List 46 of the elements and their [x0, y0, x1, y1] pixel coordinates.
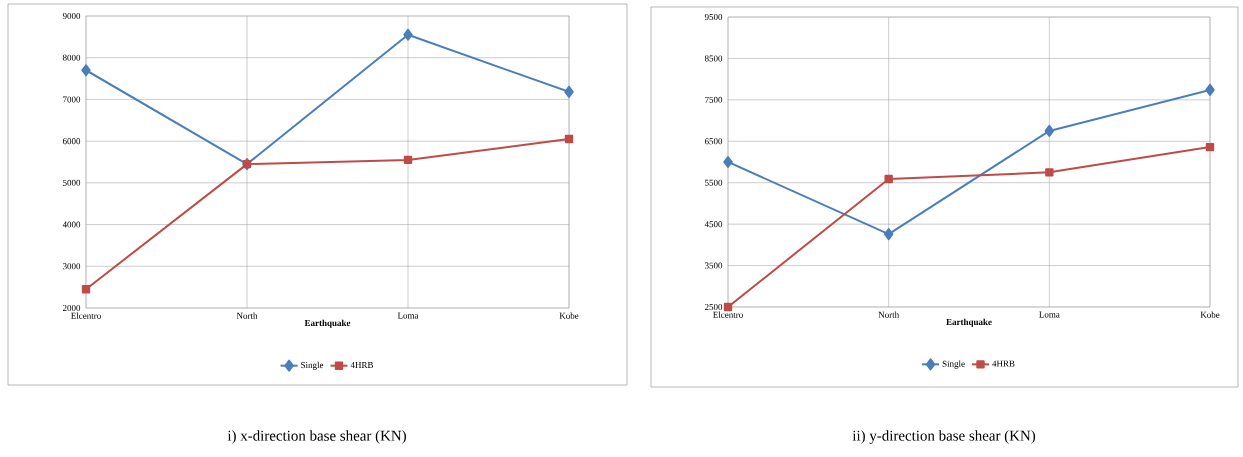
point	[723, 156, 733, 168]
point	[1044, 124, 1055, 137]
y-tick-label: 9000	[62, 12, 81, 20]
x-tick-label: Elcentro	[71, 312, 101, 319]
point	[1205, 83, 1215, 96]
point	[81, 64, 91, 77]
y-tick-label: 2500	[704, 303, 723, 311]
x-axis-title: Earthquake	[304, 319, 351, 328]
point	[564, 134, 574, 144]
x-axis-title: Earthquake	[946, 318, 992, 327]
legend-label: 4HRB	[992, 360, 1015, 367]
point	[883, 228, 894, 241]
x-tick-label: Kobe	[1200, 311, 1220, 318]
y-tick-label: 6500	[704, 138, 723, 145]
y-tick-label: 7500	[705, 96, 723, 103]
y-tick-label: 3000	[62, 263, 81, 270]
x-tick-label: North	[236, 312, 258, 319]
point	[81, 285, 91, 294]
legend-label: Single	[301, 361, 324, 370]
point	[403, 155, 413, 165]
y-tick-label: 7000	[63, 96, 81, 103]
x-tick-label: Kobe	[559, 312, 579, 319]
y-tick-label: 9500	[704, 13, 723, 21]
y-tick-label: 6000	[62, 138, 81, 145]
x-tick-label: North	[878, 311, 900, 318]
point	[1045, 168, 1054, 177]
point	[403, 28, 413, 41]
x-tick-label: Loma	[1039, 311, 1060, 318]
x-tick-label: Elcentro	[713, 311, 743, 318]
text: ii) y-direction base shear (KN)	[852, 430, 1036, 444]
y-tick-label: 4500	[704, 221, 723, 228]
x-tick-label: Loma	[397, 312, 419, 319]
y-tick-label: 8000	[62, 54, 81, 61]
y-tick-label: 5500	[705, 179, 723, 186]
point	[884, 174, 893, 184]
y-tick-label: 5000	[63, 179, 81, 186]
legend-label: 4HRB	[350, 361, 373, 368]
point	[1205, 142, 1215, 152]
legend-label: Single	[942, 360, 965, 369]
y-tick-label: 2000	[62, 304, 81, 312]
point	[564, 85, 574, 98]
y-tick-label: 8500	[704, 55, 723, 62]
point	[723, 302, 733, 312]
y-tick-label: 3500	[704, 262, 723, 269]
text: i) x-direction base shear (KN)	[227, 430, 406, 444]
y-tick-label: 4000	[62, 221, 81, 228]
